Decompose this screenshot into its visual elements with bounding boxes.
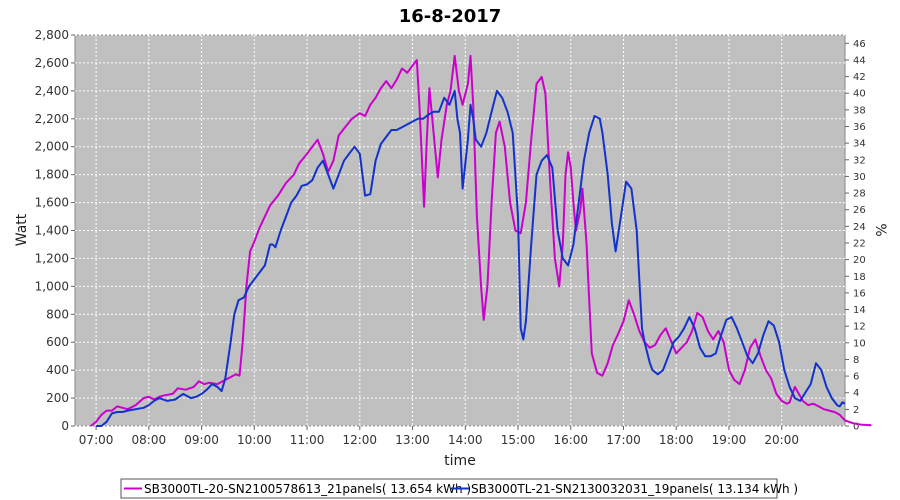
y2-tick-label: 16 <box>853 288 866 299</box>
x-axis-ticks: 07:00 08:00 09:00 10:00 11:00 12:00 13:00 14:00… <box>79 426 799 447</box>
y2-tick-label: 40 <box>853 89 866 100</box>
chart-title: 16-8-2017 <box>399 6 502 27</box>
y2-tick-label: 38 <box>853 105 866 116</box>
y2-tick-label: 28 <box>853 189 866 200</box>
x-tick-label: 07:00 <box>79 433 114 447</box>
y-tick-label: 1,600 <box>35 196 69 210</box>
y2-tick-label: 0 <box>853 422 859 433</box>
series-line-2 <box>96 89 846 427</box>
y2-tick-label: 4 <box>853 388 859 399</box>
y-tick-label: 400 <box>46 363 69 377</box>
y-tick-label: 0 <box>61 419 69 433</box>
y-tick-label: 600 <box>46 335 69 349</box>
y2-tick-label: 10 <box>853 338 866 349</box>
x-tick-label: 17:00 <box>606 433 641 447</box>
y-tick-label: 2,800 <box>35 28 69 42</box>
gridlines <box>75 34 845 427</box>
y2-tick-label: 6 <box>853 372 859 383</box>
legend-box <box>120 478 778 499</box>
x-tick-label: 19:00 <box>712 433 747 447</box>
y-tick-label: 1,400 <box>35 224 69 238</box>
y-tick-label: 200 <box>46 391 69 405</box>
y-tick-label: 2,200 <box>35 112 69 126</box>
x-tick-label: 20:00 <box>764 433 799 447</box>
y2-tick-label: 30 <box>853 172 866 183</box>
x-tick-label: 16:00 <box>553 433 588 447</box>
y2-tick-label: 8 <box>853 355 859 366</box>
x-tick-label: 14:00 <box>448 433 483 447</box>
y2-tick-label: 32 <box>853 155 866 166</box>
y-tick-label: 2,400 <box>35 84 69 98</box>
y2-tick-label: 36 <box>853 122 866 133</box>
y2-tick-label: 2 <box>853 405 859 416</box>
series-lines <box>90 54 872 427</box>
y2-tick-label: 22 <box>853 238 866 249</box>
y2-tick-label: 20 <box>853 255 866 266</box>
y-tick-label: 1,000 <box>35 279 69 293</box>
y2-tick-label: 44 <box>853 55 866 66</box>
y-axis-label: Watt <box>14 213 30 246</box>
y2-tick-label: 12 <box>853 322 866 333</box>
y2-tick-label: 46 <box>853 39 866 50</box>
x-tick-label: 12:00 <box>342 433 377 447</box>
y-tick-label: 800 <box>46 307 69 321</box>
x-axis-label: time <box>444 453 476 469</box>
x-tick-label: 11:00 <box>290 433 325 447</box>
x-tick-label: 15:00 <box>501 433 536 447</box>
y-tick-label: 1,800 <box>35 168 69 182</box>
y2-tick-label: 42 <box>853 72 866 83</box>
y2-axis-label: % <box>872 223 888 236</box>
y2-tick-label: 14 <box>853 305 866 316</box>
legend: SB3000TL-20-SN2100578613_21panels( 13.65… <box>120 478 798 499</box>
legend-label-series-2: SB3000TL-21-SN2130032031_19panels( 13.13… <box>471 482 798 496</box>
y2-axis-ticks: 0246810121416182022242628303234363840424… <box>845 39 866 433</box>
y-axis-ticks: 0 200 400 600 800 1,000 1,200 1,400 1,600 1,800 2,… <box>35 28 75 433</box>
x-tick-label: 18:00 <box>659 433 694 447</box>
y-tick-label: 2,000 <box>35 140 69 154</box>
y2-tick-label: 26 <box>853 205 866 216</box>
legend-label-series-1: SB3000TL-20-SN2100578613_21panels( 13.65… <box>144 482 471 496</box>
x-tick-label: 10:00 <box>237 433 272 447</box>
series-line-1 <box>90 54 872 427</box>
y2-tick-label: 34 <box>853 139 866 150</box>
x-tick-label: 08:00 <box>132 433 167 447</box>
y2-tick-label: 18 <box>853 272 866 283</box>
y-tick-label: 1,200 <box>35 251 69 265</box>
y2-tick-label: 24 <box>853 222 866 233</box>
x-tick-label: 13:00 <box>395 433 430 447</box>
y-tick-label: 2,600 <box>35 56 69 70</box>
x-tick-label: 09:00 <box>184 433 219 447</box>
